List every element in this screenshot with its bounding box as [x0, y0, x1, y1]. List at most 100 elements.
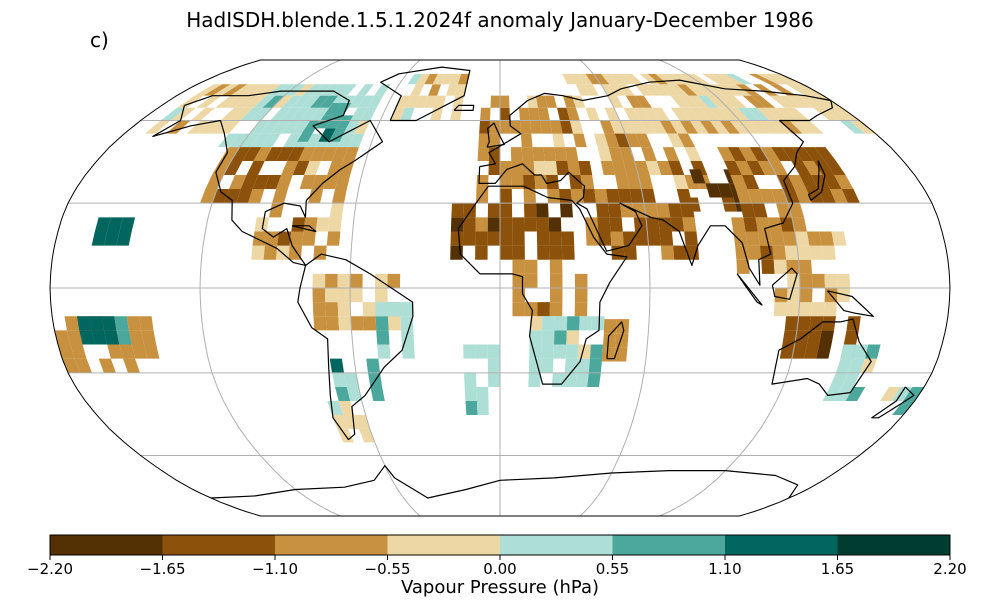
anomaly-cell	[848, 358, 865, 373]
anomaly-cell	[243, 95, 267, 108]
anomaly-cell	[487, 344, 500, 359]
anomaly-cell	[771, 73, 803, 85]
anomaly-cell	[633, 217, 648, 232]
anomaly-cell	[822, 386, 842, 402]
anomaly-cell	[610, 231, 624, 246]
anomaly-cell	[797, 245, 812, 260]
anomaly-cell	[363, 316, 377, 331]
anomaly-cell	[845, 386, 866, 402]
anomaly-cell	[779, 120, 803, 134]
anomaly-cell	[767, 217, 783, 232]
anomaly-cell	[591, 316, 605, 331]
anomaly-cell	[475, 344, 488, 359]
anomaly-cell	[252, 174, 270, 190]
anomaly-cell	[131, 344, 148, 359]
anomaly-cell	[585, 107, 600, 121]
anomaly-cell	[575, 84, 590, 96]
anomaly-cell	[668, 84, 689, 96]
coastlines	[152, 66, 915, 499]
anomaly-cell	[304, 133, 323, 148]
anomaly-cell	[268, 203, 284, 218]
anomaly-cell	[574, 273, 588, 288]
anomaly-cell	[376, 330, 390, 345]
anomaly-cell	[332, 189, 347, 204]
anomaly-cell	[730, 174, 748, 190]
colorbar-bin	[50, 535, 163, 555]
coastline	[453, 104, 475, 111]
colorbar-tick-label: 1.10	[708, 560, 741, 578]
anomaly-cell	[724, 160, 742, 175]
anomaly-cell	[310, 95, 330, 108]
anomaly-cell	[313, 245, 327, 260]
anomaly-cell	[254, 217, 269, 232]
anomaly-cell	[759, 189, 776, 204]
anomaly-cell	[837, 273, 850, 288]
anomaly-cell	[577, 73, 593, 85]
anomaly-cell	[587, 372, 601, 387]
anomaly-cell	[635, 133, 652, 148]
anomaly-cell	[276, 174, 293, 190]
anomaly-cell	[104, 231, 120, 246]
colorbar-tick-label: 2.20	[933, 560, 966, 578]
anomaly-cell	[272, 189, 288, 204]
anomaly-cell	[799, 120, 824, 134]
anomaly-cell	[561, 231, 575, 246]
anomaly-cell	[261, 133, 281, 148]
anomaly-cell	[428, 84, 442, 96]
anomaly-cell	[248, 189, 265, 204]
anomaly-cell	[231, 147, 251, 161]
anomaly-cell	[446, 84, 458, 96]
anomaly-cell	[476, 386, 489, 402]
anomaly-cell	[512, 217, 525, 232]
anomaly-cell	[512, 302, 525, 317]
anomaly-cell	[813, 107, 840, 121]
anomaly-cell	[821, 245, 836, 260]
anomaly-cell	[649, 120, 667, 134]
anomaly-cell	[509, 120, 521, 134]
anomaly-cell	[64, 316, 80, 331]
anomaly-cell	[248, 84, 273, 96]
anomaly-cell	[465, 401, 478, 416]
anomaly-cell	[903, 386, 925, 402]
anomaly-cell	[601, 347, 616, 362]
anomaly-cell	[337, 273, 351, 288]
anomaly-cell	[116, 330, 132, 345]
anomaly-cell	[424, 95, 438, 108]
anomaly-cell	[325, 288, 338, 303]
anomaly-cell	[708, 107, 730, 121]
anomaly-cell	[302, 231, 316, 246]
anomaly-cell	[891, 386, 913, 402]
anomaly-cell	[500, 174, 512, 190]
anomaly-cell	[535, 95, 548, 108]
anomaly-cell	[536, 203, 549, 218]
anomaly-cell	[554, 147, 568, 161]
anomaly-cell	[264, 174, 282, 190]
anomaly-cell	[811, 174, 830, 190]
anomaly-cell	[593, 133, 609, 148]
anomaly-cell	[684, 231, 698, 246]
anomaly-cell	[98, 358, 116, 373]
anomaly-cell	[263, 245, 278, 260]
anomaly-cell	[651, 84, 671, 96]
colorbar-bin	[500, 535, 613, 555]
anomaly-cell	[559, 120, 574, 134]
anomaly-cell	[262, 95, 285, 108]
anomaly-cell	[457, 73, 469, 85]
anomaly-cell	[659, 231, 674, 246]
anomaly-cell	[348, 95, 366, 108]
anomaly-cell	[588, 358, 603, 373]
anomaly-cell	[670, 95, 690, 108]
anomaly-cell	[629, 120, 647, 134]
anomaly-cell	[789, 120, 814, 134]
anomaly-cell	[289, 231, 304, 246]
anomaly-cell	[673, 245, 687, 260]
anomaly-cell	[415, 73, 431, 85]
anomaly-cell	[329, 84, 349, 96]
anomaly-cell	[388, 316, 401, 331]
anomaly-cell	[623, 160, 639, 175]
anomaly-cell	[831, 231, 847, 246]
anomaly-cell	[615, 174, 630, 190]
anomaly-cell	[668, 160, 685, 175]
anomaly-cell	[824, 273, 838, 288]
anomaly-cell	[787, 273, 800, 288]
